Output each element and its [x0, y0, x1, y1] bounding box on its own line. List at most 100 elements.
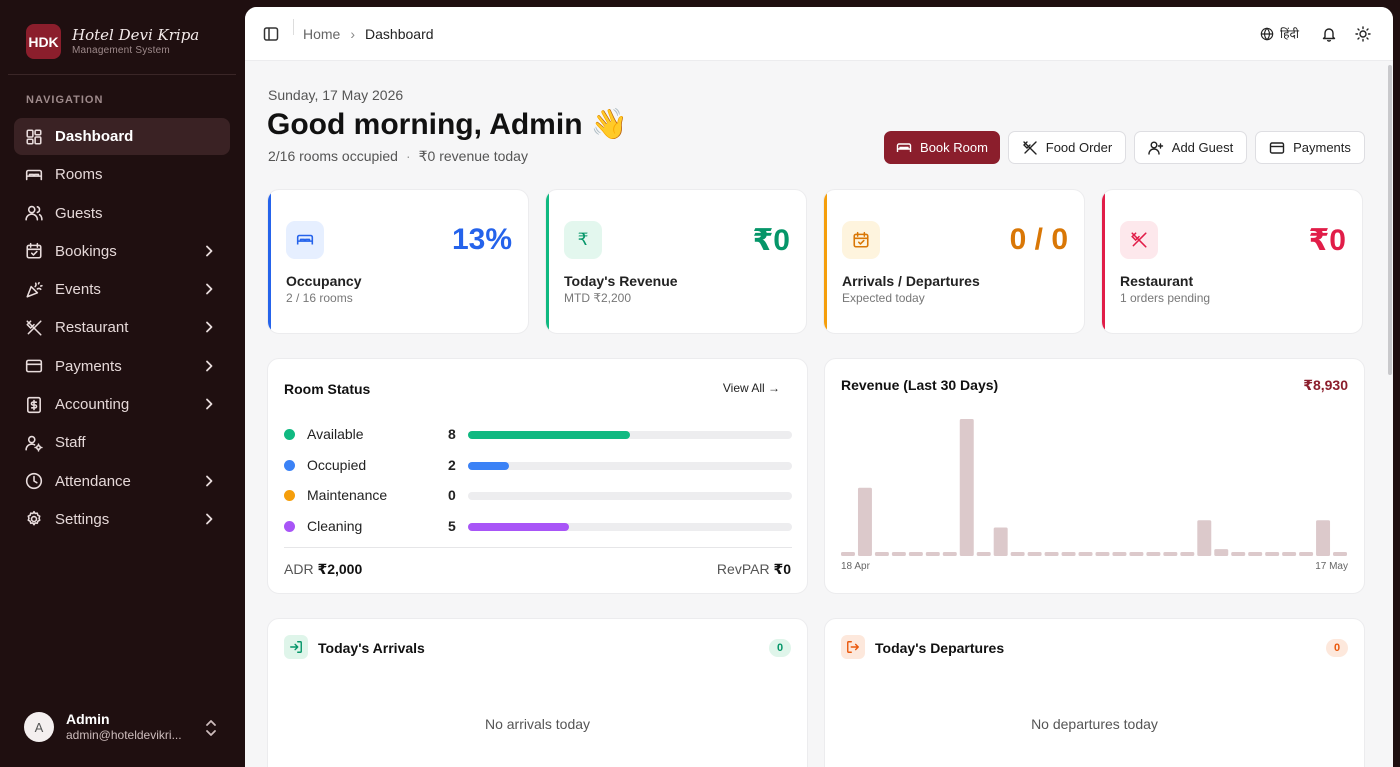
chevron-right-icon [206, 322, 213, 333]
restaurant-card[interactable]: ₹0 Restaurant 1 orders pending [1101, 189, 1363, 334]
bed-icon [286, 221, 324, 259]
chart-bar[interactable] [1112, 552, 1127, 556]
chart-bar[interactable] [1061, 552, 1076, 556]
avatar: A [24, 712, 54, 742]
chart-bar[interactable] [1163, 552, 1178, 556]
brand-subtitle: Management System [72, 45, 170, 56]
sidebar-item-restaurant[interactable]: Restaurant [14, 309, 230, 346]
chart-bar[interactable] [1299, 552, 1314, 556]
revenue-bar-chart [841, 419, 1347, 556]
chart-bar[interactable] [1316, 520, 1331, 556]
room-status-row: Occupied 2 [284, 456, 792, 476]
party-popper-icon [25, 281, 43, 299]
sidebar-item-staff[interactable]: Staff [14, 424, 230, 461]
status-dot [284, 429, 295, 440]
breadcrumb-home[interactable]: Home [303, 26, 341, 42]
dollar-receipt-icon [25, 396, 43, 414]
status-dot [284, 490, 295, 501]
chart-bar[interactable] [1282, 552, 1297, 556]
scrollbar[interactable] [1387, 61, 1393, 767]
sidebar-item-attendance[interactable]: Attendance [14, 463, 230, 500]
add-guest-button[interactable]: Add Guest [1134, 131, 1247, 164]
food-order-button[interactable]: Food Order [1008, 131, 1126, 164]
chart-bar[interactable] [925, 552, 940, 556]
chart-bar[interactable] [1044, 552, 1059, 556]
sidebar-item-dashboard[interactable]: Dashboard [14, 118, 230, 155]
chart-bar[interactable] [1078, 552, 1093, 556]
sidebar-item-accounting[interactable]: Accounting [14, 386, 230, 423]
chart-bar[interactable] [1095, 552, 1110, 556]
departures-panel: Today's Departures 0 No departures today [824, 618, 1365, 767]
view-all-link[interactable]: View All → [722, 381, 780, 395]
rupee-icon: ₹ [564, 221, 602, 259]
chart-bar[interactable] [1129, 552, 1144, 556]
payments-button[interactable]: Payments [1255, 131, 1365, 164]
chart-bar[interactable] [1010, 552, 1025, 556]
nav-section-label: NAVIGATION [26, 94, 104, 106]
chart-bar[interactable] [942, 552, 957, 556]
sidebar-item-rooms[interactable]: Rooms [14, 156, 230, 193]
language-toggle[interactable]: हिंदी [1260, 25, 1299, 42]
status-progress-track [468, 492, 792, 500]
chart-bar[interactable] [1231, 552, 1246, 556]
status-progress-track [468, 522, 792, 531]
chart-bar[interactable] [1027, 552, 1042, 556]
arrivals-note: Expected today [842, 291, 925, 305]
revpar-stat: RevPAR ₹0 [716, 561, 791, 577]
status-progress-fill [468, 431, 630, 439]
chart-bar[interactable] [1333, 552, 1347, 556]
revenue-title: Today's Revenue [564, 273, 678, 289]
sidebar-item-label: Events [55, 281, 101, 299]
sidebar-item-label: Attendance [55, 472, 131, 490]
status-progress-fill [468, 461, 509, 470]
user-name: Admin [66, 711, 110, 727]
book-room-button[interactable]: Book Room [884, 131, 1000, 164]
sidebar-item-guests[interactable]: Guests [14, 195, 230, 232]
chart-x-start: 18 Apr [841, 561, 870, 572]
room-status-row: Cleaning 5 [284, 517, 792, 537]
status-progress-track [468, 431, 792, 439]
current-date: Sunday, 17 May 2026 [268, 87, 404, 103]
grid-icon [25, 128, 43, 146]
chart-bar[interactable] [857, 487, 872, 556]
chart-bar[interactable] [993, 527, 1008, 556]
chart-bar[interactable] [1248, 552, 1263, 556]
chart-bar[interactable] [874, 552, 889, 556]
sidebar-item-label: Payments [55, 357, 122, 375]
sidebar-toggle-icon[interactable] [263, 26, 279, 42]
room-status-panel: Room Status View All → Available 8 Occupie… [267, 358, 808, 594]
brand-logo: HDK [26, 24, 61, 59]
chart-bar[interactable] [1214, 549, 1229, 556]
adr-stat: ADR ₹2,000 [284, 561, 363, 577]
utensils-icon [25, 319, 43, 337]
chart-bar[interactable] [959, 419, 974, 556]
status-count: 8 [448, 426, 456, 442]
sidebar-item-bookings[interactable]: Bookings [14, 233, 230, 270]
bell-icon[interactable] [1321, 26, 1337, 42]
revenue-card[interactable]: ₹ ₹0 Today's Revenue MTD ₹2,200 [545, 189, 807, 334]
occupancy-card[interactable]: 13% Occupancy 2 / 16 rooms [267, 189, 529, 334]
status-label: Cleaning [307, 517, 363, 534]
user-menu[interactable]: A Admin admin@hoteldevikri... [24, 711, 224, 743]
chart-bar[interactable] [1197, 520, 1212, 556]
revenue-value: ₹0 [752, 224, 790, 257]
sidebar-item-payments[interactable]: Payments [14, 348, 230, 385]
chart-bar[interactable] [976, 552, 991, 556]
departures-empty-state: No departures today [1031, 716, 1158, 732]
chart-bar[interactable] [1265, 552, 1280, 556]
chart-bar[interactable] [1146, 552, 1161, 556]
utensils-crossed-icon [1120, 221, 1158, 259]
chart-bar[interactable] [841, 552, 855, 556]
sidebar-item-label: Bookings [55, 242, 117, 260]
divider [8, 74, 236, 75]
sun-icon[interactable] [1355, 26, 1371, 42]
brand[interactable]: HDK Hotel Devi Kripa Management System [26, 24, 199, 59]
sidebar-item-settings[interactable]: Settings [14, 501, 230, 538]
arrivals-departures-card[interactable]: 0 / 0 Arrivals / Departures Expected tod… [823, 189, 1085, 334]
chart-bar[interactable] [891, 552, 906, 556]
chart-bar[interactable] [908, 552, 923, 556]
sidebar-item-events[interactable]: Events [14, 271, 230, 308]
chevron-right-icon [206, 398, 213, 410]
chevron-right-icon [206, 475, 213, 487]
chart-bar[interactable] [1180, 552, 1195, 556]
